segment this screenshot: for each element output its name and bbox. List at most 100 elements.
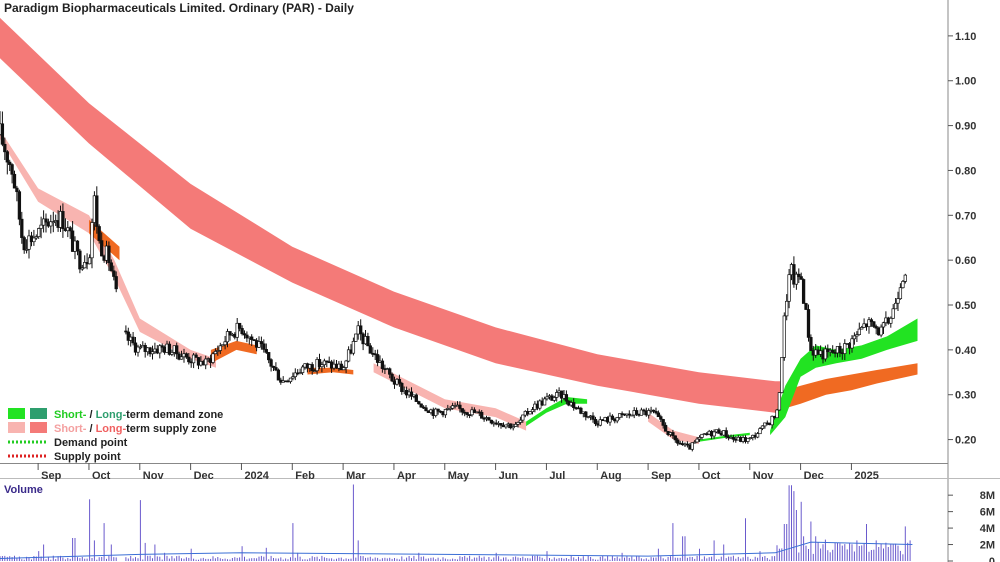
candle-body [889, 317, 893, 324]
legend-label-part: term demand zone [126, 409, 223, 421]
candle-body [879, 326, 883, 336]
candle-body [354, 333, 358, 342]
candle-body [274, 367, 278, 371]
candle-body [276, 369, 281, 381]
legend-label: Demand point [54, 437, 128, 449]
candle-body [693, 441, 697, 444]
legend-label-part: / [86, 423, 95, 435]
candle-body [160, 345, 164, 348]
candle-body [20, 218, 24, 238]
candle-body [10, 164, 14, 175]
candle-body [661, 419, 665, 426]
candle-body [17, 191, 22, 220]
candle-body [211, 353, 215, 363]
y-tick-label: 0.90 [955, 121, 976, 133]
candle-body [700, 433, 704, 438]
candle-body [375, 354, 380, 363]
band-8 [698, 432, 750, 442]
candle-body [591, 415, 595, 420]
candle-body [179, 356, 184, 360]
candle-body [782, 315, 786, 358]
candle-body [513, 423, 518, 427]
candle-body [799, 276, 803, 280]
candle-body [874, 326, 878, 329]
candle-body [511, 426, 515, 429]
candle-body [852, 335, 857, 340]
candle-body [388, 368, 392, 375]
candle-body [528, 411, 532, 415]
candle-body [869, 319, 874, 323]
candle-body [213, 351, 218, 355]
candle-body [95, 195, 99, 227]
band-9 [777, 363, 918, 413]
candle-body [126, 331, 130, 341]
candle-body [695, 438, 699, 443]
candle-body [593, 419, 598, 425]
x-tick-label: Sep [41, 470, 61, 482]
y-tick-label: 0.40 [955, 345, 976, 357]
candle-body [138, 346, 143, 349]
candle-body [572, 402, 576, 408]
candle-body [656, 412, 661, 418]
x-tick-label: Dec [804, 470, 824, 482]
y-tick-label: 1.00 [955, 76, 976, 88]
candle-body [242, 333, 247, 336]
candle-body [22, 237, 26, 251]
candle-body [639, 409, 644, 416]
x-tick-label: May [448, 470, 470, 482]
legend-label: Short- / Long-term supply zone [54, 423, 217, 435]
candle-body [850, 338, 854, 349]
candle-body [87, 257, 92, 265]
candle-body [240, 328, 244, 335]
candle-body [187, 356, 191, 363]
candle-body [298, 372, 302, 375]
legend-label-part: / [86, 409, 95, 421]
candle-body [409, 391, 414, 397]
candle-body [83, 262, 87, 269]
legend-label: Supply point [54, 451, 121, 463]
x-tick-label: 2025 [854, 470, 878, 482]
candle-body [831, 350, 835, 353]
candle-body [346, 349, 351, 362]
candle-body [521, 414, 525, 421]
volume-axis: 8M 6M 4M 2M 0 [948, 490, 995, 562]
x-tick-label: Nov [753, 470, 775, 482]
candle-body [499, 423, 503, 426]
candle-body [777, 392, 782, 411]
candle-body [615, 417, 619, 422]
x-tick-label: Apr [397, 470, 417, 482]
candle-body [75, 240, 80, 252]
candle-body [770, 415, 774, 426]
candle-body [855, 334, 859, 337]
volume-tick-label: 6M [980, 507, 995, 519]
candle-body [291, 376, 295, 379]
candle-body [15, 187, 19, 193]
candle-body [465, 412, 469, 415]
candle-body [400, 382, 404, 392]
candle-body [838, 346, 842, 354]
x-tick-label: Sep [651, 470, 671, 482]
candle-body [867, 319, 871, 328]
candle-body [545, 396, 549, 400]
price-candles [0, 111, 907, 452]
legend-label-part: Long- [96, 409, 127, 421]
volume-average-line [0, 541, 913, 559]
candle-body [489, 419, 494, 424]
candle-body [731, 437, 736, 440]
candle-body [223, 341, 227, 346]
candle-body [300, 366, 305, 373]
candle-body [516, 422, 520, 425]
candle-body [676, 439, 680, 444]
candle-body [450, 405, 455, 409]
candle-body [552, 397, 556, 401]
candle-body [170, 352, 174, 355]
candle-body [313, 370, 317, 373]
candle-body [630, 414, 634, 417]
candle-body [37, 228, 41, 237]
candle-body [218, 345, 222, 351]
candle-body [34, 236, 38, 239]
candle-body [746, 438, 750, 442]
candle-body [610, 415, 615, 420]
volume-tick-label: 4M [980, 523, 995, 535]
candle-body [642, 409, 646, 412]
